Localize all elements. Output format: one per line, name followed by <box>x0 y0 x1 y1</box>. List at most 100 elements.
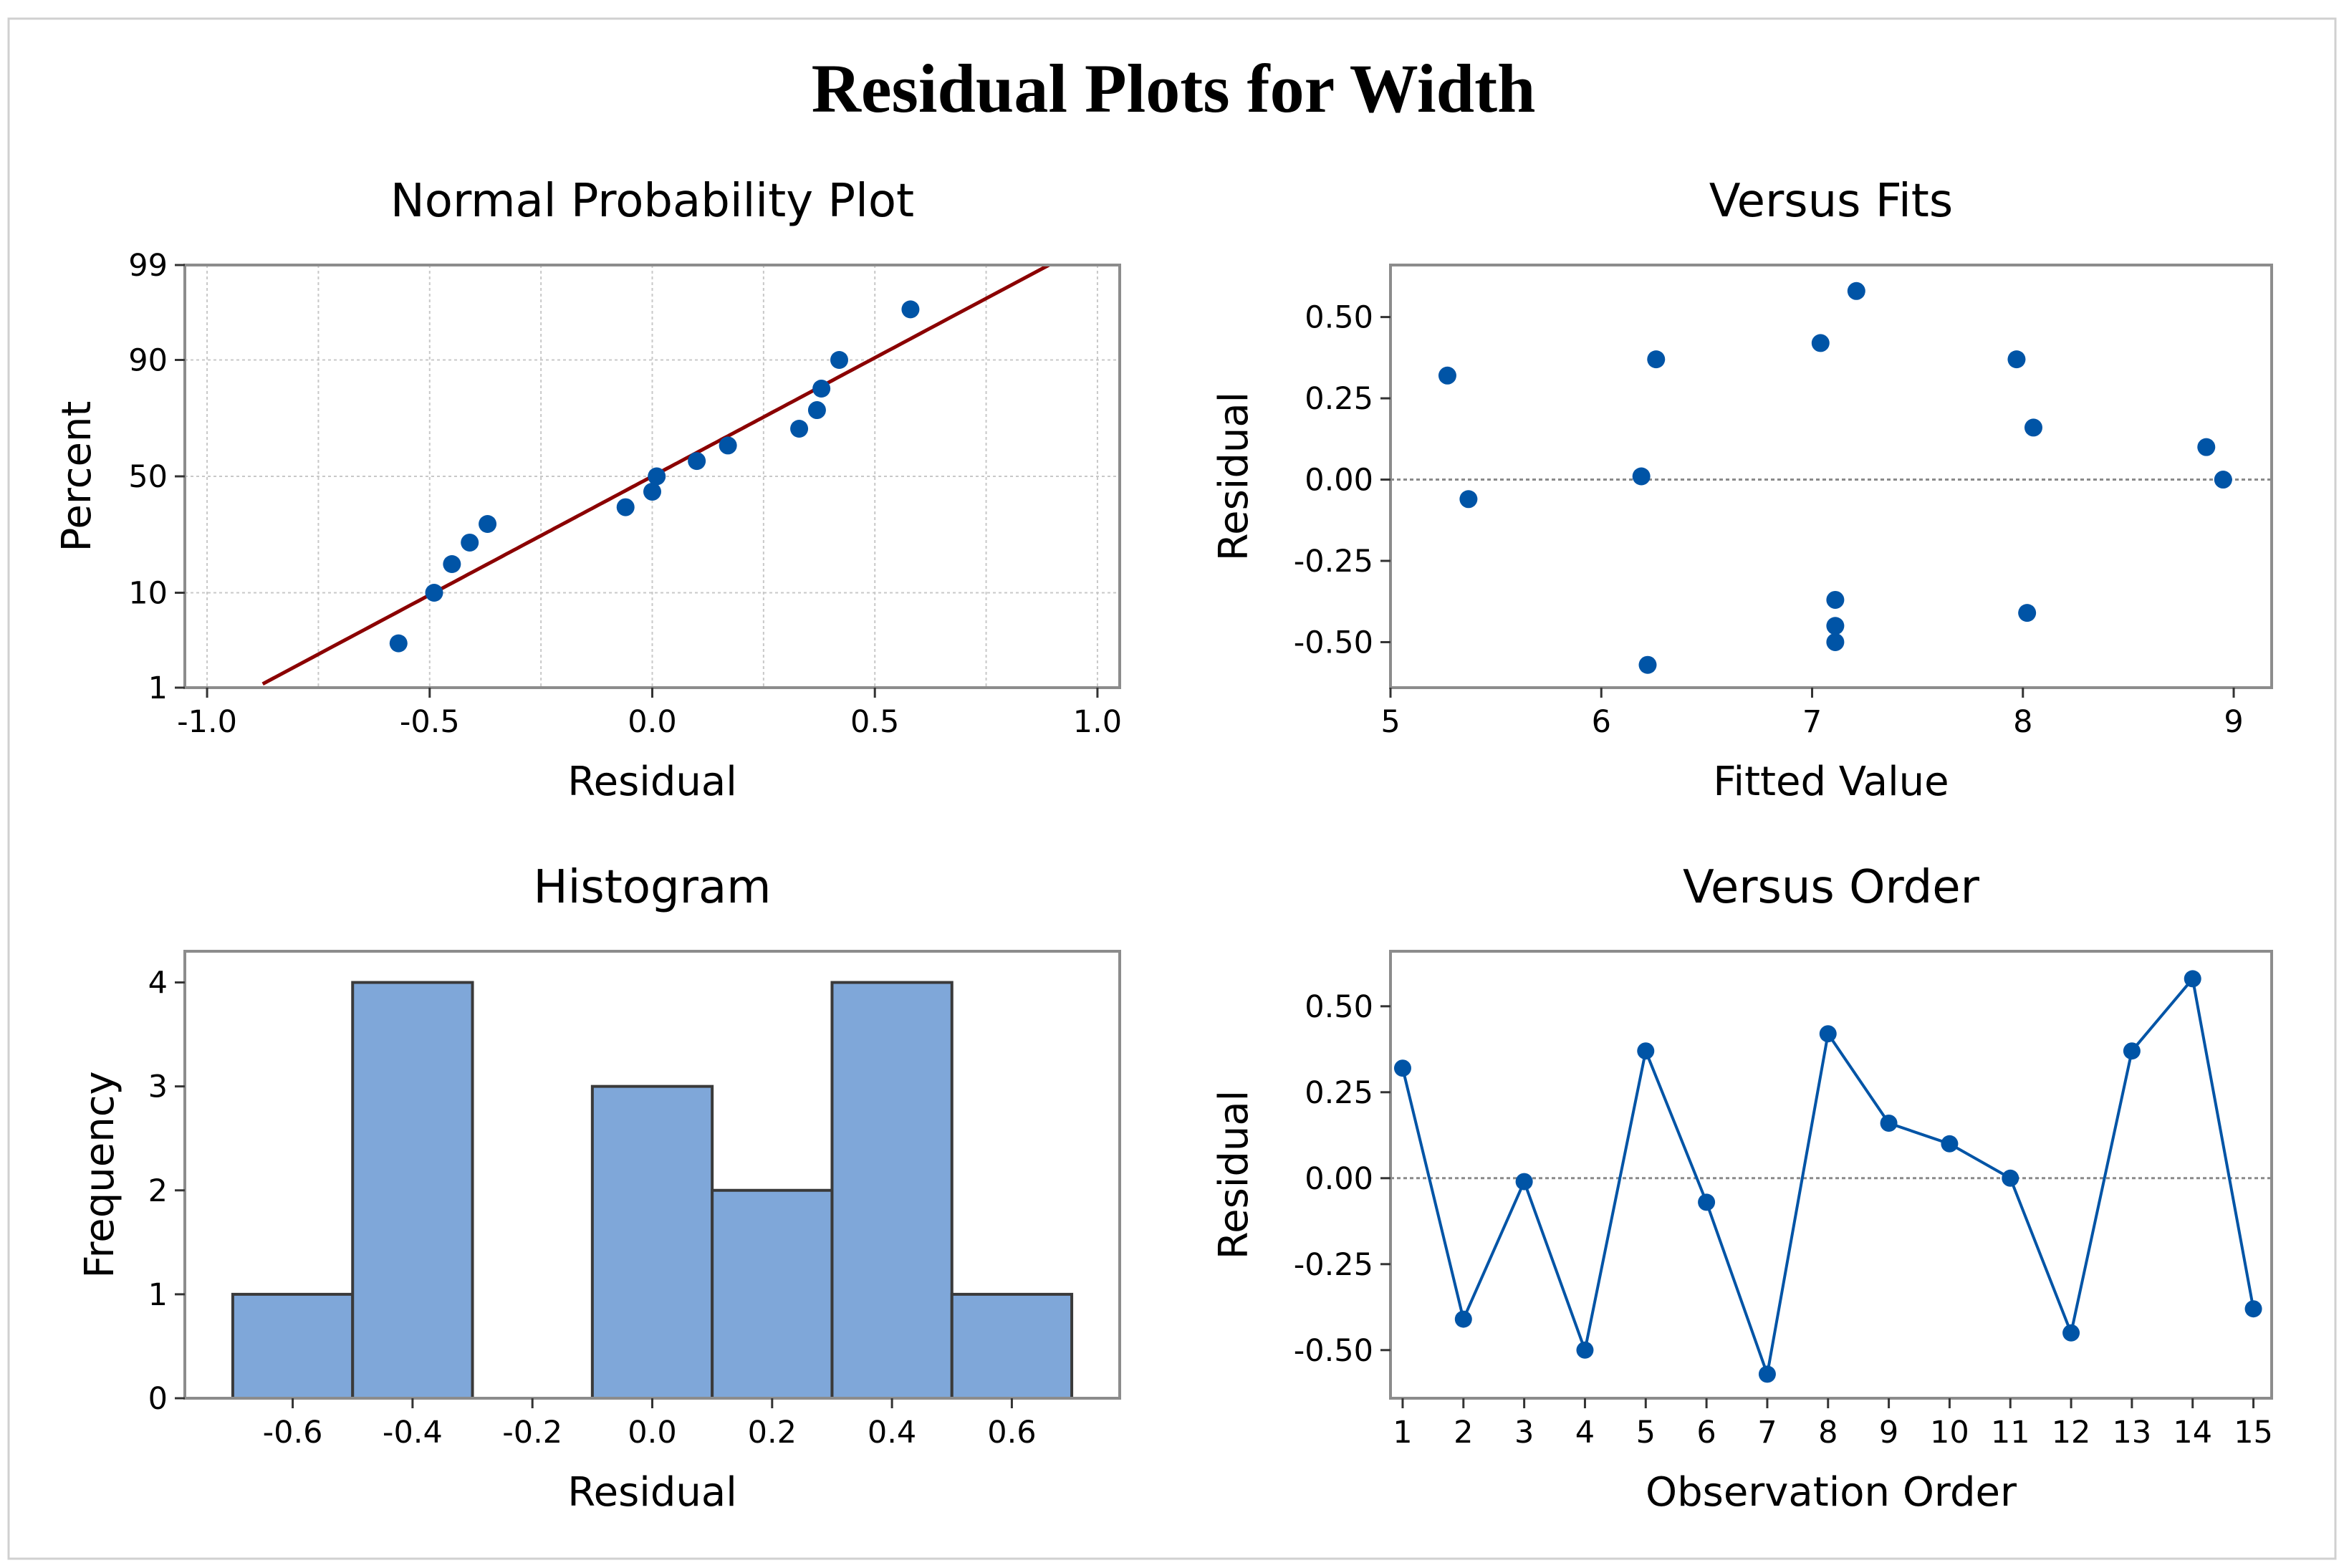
fits-data-point <box>1632 467 1651 486</box>
order-data-point <box>1880 1115 1898 1132</box>
normal-y-tick-label: 99 <box>128 248 168 284</box>
order-data-point <box>1393 1059 1411 1077</box>
normal-data-point <box>807 401 826 420</box>
order-x-tick-label: 13 <box>2113 1415 2152 1451</box>
normal-data-point <box>461 533 479 552</box>
hist-x-tick-label: 0.0 <box>628 1415 676 1451</box>
fits-plot-frame <box>1389 264 2273 689</box>
fits-x-tick-label: 8 <box>2013 704 2032 740</box>
normal-data-point <box>719 436 737 455</box>
order-y-tick-label: -0.25 <box>1294 1247 1373 1283</box>
order-data-point <box>2244 1300 2262 1318</box>
fits-x-tick-label: 7 <box>1802 704 1822 740</box>
histogram-bar <box>351 981 474 1400</box>
hist-y-tick-label: 1 <box>148 1277 168 1313</box>
hist-x-tick-label: 0.2 <box>748 1415 797 1451</box>
fits-data-point <box>1826 617 1845 635</box>
order-x-tick-label: 3 <box>1514 1415 1534 1451</box>
hist-x-tick-label: -0.4 <box>383 1415 443 1451</box>
normal-y-tick-label: 1 <box>148 670 168 706</box>
fits-data-point <box>1811 334 1830 352</box>
normal-data-point <box>688 452 706 471</box>
normal-data-point <box>616 498 635 516</box>
order-data-point <box>2062 1324 2080 1342</box>
order-x-tick-label: 9 <box>1879 1415 1898 1451</box>
normal-data-point <box>425 584 443 602</box>
histogram-bar <box>231 1292 355 1400</box>
order-x-tick-label: 7 <box>1757 1415 1777 1451</box>
normal-y-tick-label: 90 <box>128 342 168 378</box>
normal-y-tick-label: 10 <box>128 576 168 612</box>
fits-data-point <box>1459 490 1478 509</box>
order-plot-frame <box>1389 950 2273 1400</box>
fits-data-point <box>2024 418 2042 437</box>
order-x-tick-label: 6 <box>1696 1415 1716 1451</box>
fits-y-tick-label: 0.50 <box>1305 300 1373 336</box>
order-y-tick-label: 0.25 <box>1305 1075 1373 1111</box>
main-title: Residual Plots for Width <box>812 50 1536 127</box>
order-x-tick-label: 4 <box>1575 1415 1595 1451</box>
normal-x-axis-label: Residual <box>567 759 737 805</box>
order-x-tick-label: 10 <box>1930 1415 1969 1451</box>
hist-y-tick-label: 4 <box>148 966 168 1001</box>
fits-data-point <box>1826 633 1845 651</box>
normal-x-tick-label: -0.5 <box>400 704 460 740</box>
fits-data-point <box>1826 590 1845 609</box>
hist-title: Histogram <box>534 861 772 914</box>
fits-data-point <box>2007 350 2026 369</box>
figure-border <box>7 17 2337 1560</box>
normal-data-point <box>901 300 920 319</box>
order-data-point <box>2184 970 2201 988</box>
histogram-bar <box>830 981 954 1400</box>
hist-x-tick-label: 0.4 <box>868 1415 916 1451</box>
hist-y-tick-label: 2 <box>148 1173 168 1209</box>
normal-x-tick-label: 0.5 <box>850 704 899 740</box>
order-x-axis-label: Observation Order <box>1646 1469 2017 1516</box>
order-y-tick-label: 0.50 <box>1305 989 1373 1025</box>
fits-data-point <box>2197 438 2216 456</box>
fits-y-tick-label: -0.25 <box>1294 544 1373 579</box>
order-data-point <box>1698 1193 1716 1211</box>
fits-y-tick-label: -0.50 <box>1294 625 1373 660</box>
normal-title: Normal Probability Plot <box>390 175 914 228</box>
order-x-tick-label: 11 <box>1991 1415 2030 1451</box>
normal-data-point <box>648 467 666 486</box>
fits-data-point <box>1847 282 1865 300</box>
order-y-tick-label: -0.50 <box>1294 1333 1373 1369</box>
hist-x-axis-label: Residual <box>567 1469 737 1516</box>
order-x-tick-label: 2 <box>1454 1415 1473 1451</box>
normal-data-point <box>812 379 831 398</box>
fits-x-tick-label: 6 <box>1592 704 1611 740</box>
fits-title: Versus Fits <box>1709 175 1953 228</box>
histogram-bar <box>590 1084 714 1400</box>
histogram-bar <box>950 1292 1074 1400</box>
order-x-tick-label: 12 <box>2052 1415 2091 1451</box>
normal-data-point <box>830 350 848 369</box>
order-data-point <box>1758 1365 1776 1383</box>
fits-x-tick-label: 9 <box>2224 704 2243 740</box>
hist-x-tick-label: -0.6 <box>263 1415 323 1451</box>
order-data-point <box>2123 1042 2141 1060</box>
order-title: Versus Order <box>1683 861 1980 914</box>
fits-x-tick-label: 5 <box>1380 704 1400 740</box>
order-x-tick-label: 5 <box>1636 1415 1656 1451</box>
normal-data-point <box>479 514 497 533</box>
order-data-point <box>1454 1310 1472 1328</box>
hist-x-tick-label: -0.2 <box>502 1415 562 1451</box>
hist-y-axis-label: Frequency <box>77 1071 123 1278</box>
normal-x-tick-label: -1.0 <box>177 704 237 740</box>
order-data-point <box>1576 1341 1594 1359</box>
normal-x-tick-label: 0.0 <box>628 704 676 740</box>
normal-data-point <box>790 420 809 438</box>
normal-data-point <box>443 555 461 574</box>
order-x-tick-label: 1 <box>1393 1415 1412 1451</box>
fits-data-point <box>2214 471 2232 489</box>
normal-data-point <box>643 482 661 501</box>
hist-y-tick-label: 0 <box>148 1381 168 1417</box>
normal-y-tick-label: 50 <box>128 459 168 495</box>
order-y-tick-label: 0.00 <box>1305 1161 1373 1197</box>
normal-data-point <box>389 634 408 653</box>
order-data-point <box>1819 1025 1837 1043</box>
